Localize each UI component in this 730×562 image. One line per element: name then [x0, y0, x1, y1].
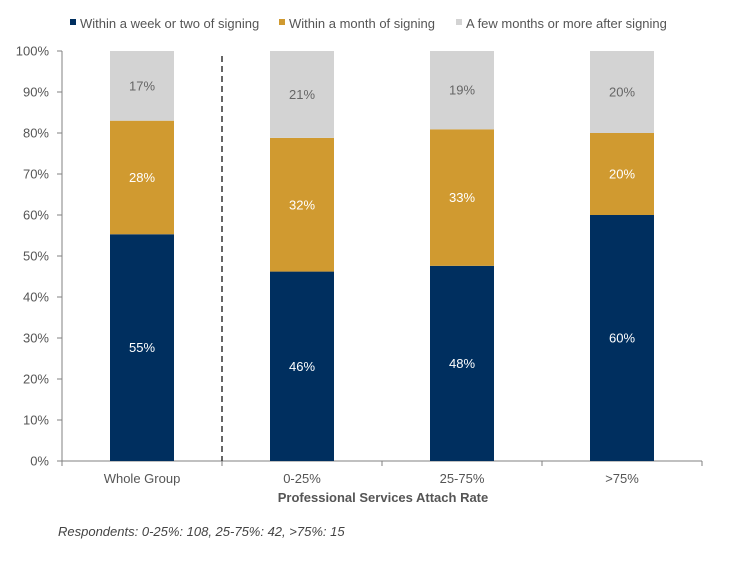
y-axis: 0% 10% 20% 30% 40% 50% 60% 70% 80% 90% 100%	[16, 44, 63, 469]
y-tick-label: 10%	[23, 413, 49, 428]
data-label: 46%	[289, 359, 315, 374]
legend-label: A few months or more after signing	[466, 16, 667, 31]
x-axis-title: Professional Services Attach Rate	[278, 490, 489, 505]
data-label: 60%	[609, 331, 635, 346]
data-label: 48%	[449, 356, 475, 371]
bar-segment	[110, 234, 174, 461]
bar-segment	[430, 129, 494, 266]
data-label: 33%	[449, 190, 475, 205]
x-tick-label: Whole Group	[104, 471, 181, 486]
bar-segment	[110, 120, 174, 235]
respondents-footnote: Respondents: 0-25%: 108, 25-75%: 42, >75…	[58, 524, 345, 539]
y-tick-label: 60%	[23, 208, 49, 223]
data-label: 17%	[129, 78, 155, 93]
legend: Within a week or two of signing Within a …	[70, 16, 667, 31]
x-tick-label: 25-75%	[440, 471, 485, 486]
y-tick-label: 80%	[23, 126, 49, 141]
data-label: 28%	[129, 170, 155, 185]
legend-swatch	[70, 19, 76, 25]
bar-segment	[590, 215, 654, 461]
plot-area: 55% 28% 17% 46% 32% 21% 48% 33% 19% 60% 20% 20%	[110, 51, 654, 461]
data-label: 55%	[129, 340, 155, 355]
bar-segment	[270, 137, 334, 272]
bar-segment	[110, 51, 174, 121]
data-label: 20%	[609, 85, 635, 100]
bar-segment	[590, 51, 654, 133]
bar-segment	[430, 265, 494, 461]
y-tick-label: 50%	[23, 249, 49, 264]
x-tick-label: 0-25%	[283, 471, 321, 486]
data-label: 19%	[449, 83, 475, 98]
y-tick-label: 90%	[23, 85, 49, 100]
bar-segment	[430, 51, 494, 130]
data-label: 32%	[289, 197, 315, 212]
bar-segment	[270, 51, 334, 138]
legend-label: Within a month of signing	[289, 16, 435, 31]
legend-swatch	[279, 19, 285, 25]
x-tick-label: >75%	[605, 471, 639, 486]
legend-swatch	[456, 19, 462, 25]
y-tick-label: 100%	[16, 44, 50, 59]
y-tick-label: 70%	[23, 167, 49, 182]
y-tick-label: 20%	[23, 372, 49, 387]
y-tick-label: 40%	[23, 290, 49, 305]
x-axis: Whole Group 0-25% 25-75% >75%	[61, 460, 703, 486]
bar-segment	[590, 133, 654, 215]
data-label: 20%	[609, 167, 635, 182]
legend-label: Within a week or two of signing	[80, 16, 259, 31]
y-tick-label: 0%	[30, 454, 49, 469]
data-label: 21%	[289, 87, 315, 102]
bar-segment	[270, 271, 334, 461]
y-tick-label: 30%	[23, 331, 49, 346]
